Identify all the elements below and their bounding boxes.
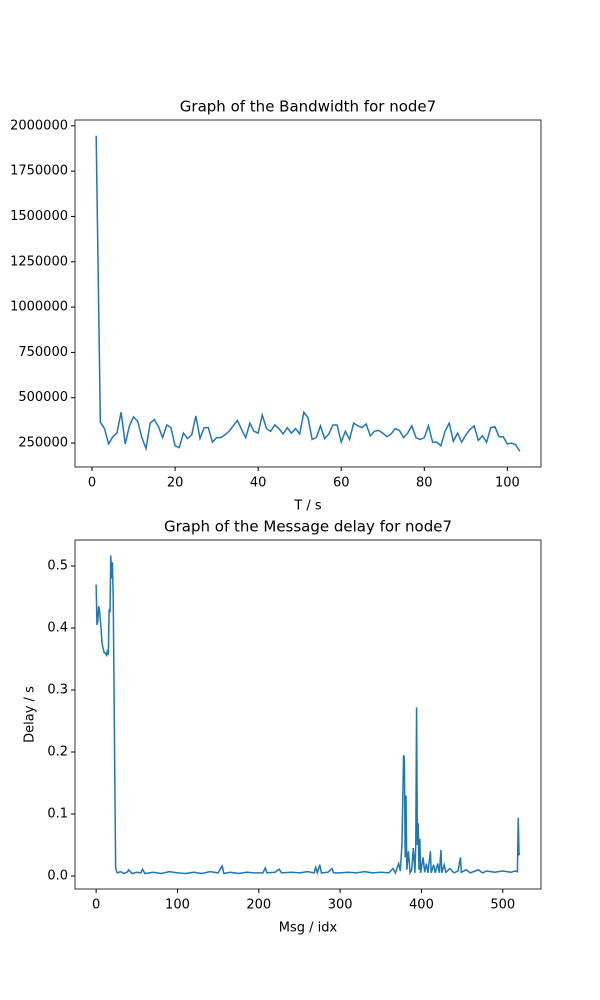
x-tick-label: 0 <box>88 476 96 491</box>
y-tick-label: 0.2 <box>47 745 68 760</box>
chart-title: Graph of the Message delay for node7 <box>164 518 452 536</box>
x-tick-label: 100 <box>495 476 520 491</box>
y-tick-label: 500000 <box>18 390 68 405</box>
data-line <box>95 555 521 876</box>
y-axis-label: Delay / s <box>23 686 38 743</box>
y-tick-label: 2000000 <box>10 118 68 133</box>
data-line <box>95 135 521 452</box>
y-tick-label: 0.0 <box>47 868 68 883</box>
axes-frame <box>74 539 542 890</box>
x-tick-label: 500 <box>490 898 515 913</box>
x-tick-label: 80 <box>416 476 433 491</box>
x-tick-label: 200 <box>246 898 271 913</box>
x-tick-label: 40 <box>250 476 267 491</box>
chart-title: Graph of the Bandwidth for node7 <box>180 98 436 116</box>
x-tick-label: 60 <box>333 476 350 491</box>
y-tick-label: 1500000 <box>10 209 68 224</box>
y-tick-label: 1000000 <box>10 300 68 315</box>
y-tick-label: 0.1 <box>47 806 68 821</box>
axes-frame <box>74 119 542 468</box>
y-tick-label: 1750000 <box>10 164 68 179</box>
y-tick-label: 750000 <box>18 345 68 360</box>
y-tick-label: 0.3 <box>47 683 68 698</box>
y-tick-label: 0.4 <box>47 621 68 636</box>
y-tick-label: 250000 <box>18 436 68 451</box>
x-axis-label: T / s <box>293 499 322 514</box>
x-tick-label: 100 <box>165 898 190 913</box>
y-tick-label: 0.5 <box>47 559 68 574</box>
x-tick-label: 0 <box>92 898 100 913</box>
y-tick-label: 1250000 <box>10 254 68 269</box>
x-tick-label: 300 <box>328 898 353 913</box>
x-tick-label: 400 <box>409 898 434 913</box>
x-tick-label: 20 <box>167 476 184 491</box>
x-axis-label: Msg / idx <box>279 921 338 936</box>
